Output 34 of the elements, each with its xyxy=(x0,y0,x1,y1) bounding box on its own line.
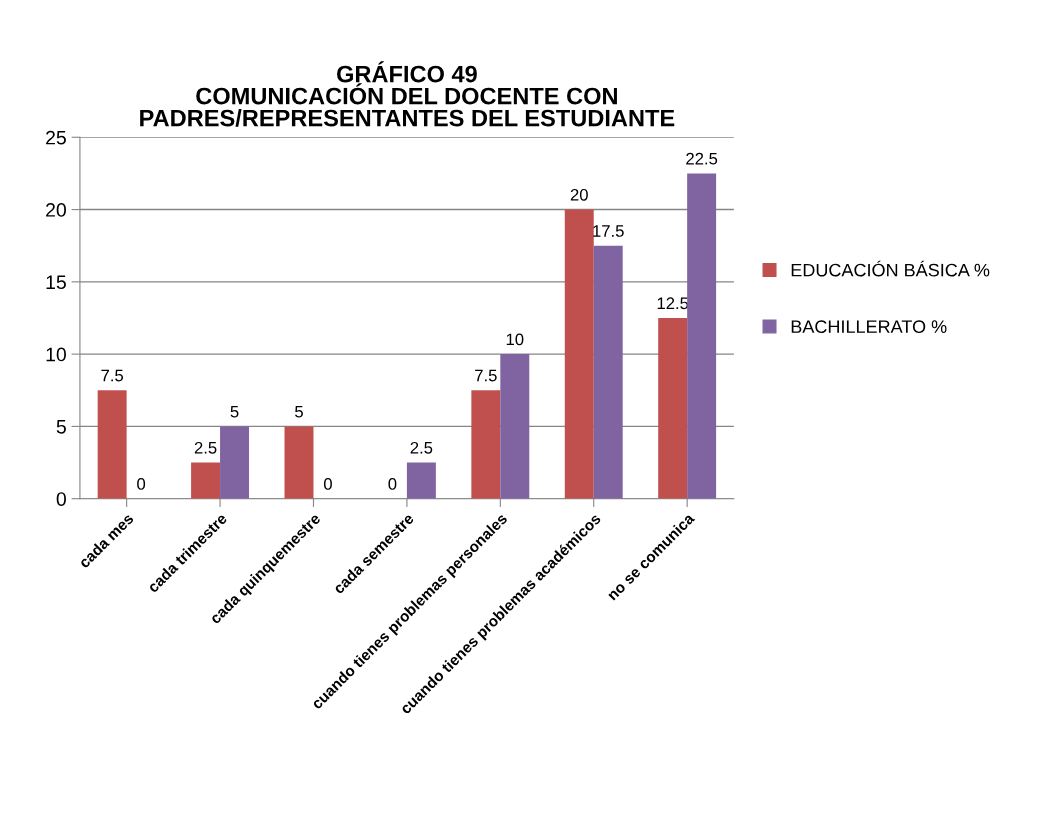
data-label: 22.5 xyxy=(686,152,718,165)
data-label: 2.5 xyxy=(410,441,433,454)
y-tick-label: 25 xyxy=(46,130,66,145)
data-label: 0 xyxy=(323,478,332,490)
data-label: 17.5 xyxy=(593,225,624,237)
bar xyxy=(564,209,594,499)
y-tick-label: 10 xyxy=(46,347,66,362)
bar xyxy=(593,245,623,499)
bar xyxy=(658,317,688,499)
bar xyxy=(284,426,314,499)
bar xyxy=(471,390,501,499)
y-tick-label: 15 xyxy=(46,275,66,290)
bar xyxy=(406,462,436,499)
y-tick-label: 20 xyxy=(46,203,66,217)
data-label: 10 xyxy=(506,333,524,346)
data-label: 5 xyxy=(295,405,303,418)
y-tick-label: 0 xyxy=(56,492,66,506)
data-label: 0 xyxy=(137,478,146,490)
legend-label: BACHILLERATO % xyxy=(791,320,947,334)
data-label: 20 xyxy=(570,188,588,201)
bar xyxy=(500,354,530,499)
bar xyxy=(687,173,717,499)
data-label: 12.5 xyxy=(657,297,689,310)
legend-label: EDUCACIÓN BÁSICA % xyxy=(791,260,990,277)
data-label: 2.5 xyxy=(194,441,217,454)
data-label: 7.5 xyxy=(475,369,497,382)
bar xyxy=(220,426,250,499)
bar xyxy=(191,462,221,499)
chart-title: GRÁFICO 49 COMUNICACIÓN DEL DOCENTE CON PADRES/REPRESENTANTES DEL ESTUDIANTE xyxy=(140,61,675,127)
bar xyxy=(97,390,127,499)
data-label: 5 xyxy=(230,405,239,418)
y-tick-label: 5 xyxy=(56,420,66,434)
data-label: 0 xyxy=(388,478,397,490)
data-label: 7.5 xyxy=(101,369,124,382)
